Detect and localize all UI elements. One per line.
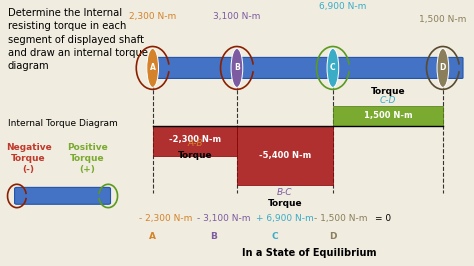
- Text: -5,400 N-m: -5,400 N-m: [259, 151, 311, 160]
- Text: In a State of Equilibrium: In a State of Equilibrium: [242, 248, 377, 257]
- Text: A: A: [150, 63, 155, 72]
- Text: Negative
Torque
(-): Negative Torque (-): [6, 143, 52, 174]
- Bar: [153, 126, 237, 156]
- Text: 3,100 N-m: 3,100 N-m: [213, 12, 261, 21]
- Text: B: B: [234, 63, 240, 72]
- Ellipse shape: [437, 48, 449, 88]
- Text: - 2,300 N-m: - 2,300 N-m: [138, 214, 192, 223]
- Text: 1,500 N-m: 1,500 N-m: [364, 111, 412, 120]
- Ellipse shape: [231, 48, 243, 88]
- Text: C: C: [271, 232, 278, 241]
- Text: - 1,500 N-m: - 1,500 N-m: [314, 214, 368, 223]
- Text: A: A: [149, 232, 156, 241]
- Ellipse shape: [147, 48, 158, 88]
- Bar: [333, 106, 443, 126]
- FancyBboxPatch shape: [15, 187, 110, 204]
- Text: C-D: C-D: [380, 96, 396, 105]
- FancyBboxPatch shape: [151, 57, 463, 78]
- Text: 2,300 N-m: 2,300 N-m: [129, 12, 176, 21]
- Text: = 0: = 0: [375, 214, 391, 223]
- Text: B: B: [210, 232, 217, 241]
- Text: Internal Torque Diagram: Internal Torque Diagram: [8, 119, 117, 128]
- Text: Torque: Torque: [371, 87, 405, 96]
- Text: + 6,900 N-m: + 6,900 N-m: [255, 214, 313, 223]
- Text: Torque: Torque: [268, 199, 302, 207]
- Text: Torque: Torque: [177, 151, 212, 160]
- Ellipse shape: [327, 48, 339, 88]
- Text: D: D: [440, 63, 446, 72]
- Bar: [237, 126, 333, 185]
- Text: 1,500 N-m: 1,500 N-m: [419, 15, 466, 24]
- Text: Determine the Internal
resisting torque in each
segment of displayed shaft
and d: Determine the Internal resisting torque …: [8, 8, 147, 71]
- Text: D: D: [329, 232, 337, 241]
- Text: - 3,100 N-m: - 3,100 N-m: [197, 214, 251, 223]
- Text: A-B: A-B: [187, 139, 202, 148]
- Text: -2,300 N-m: -2,300 N-m: [169, 135, 221, 144]
- Text: C: C: [330, 63, 336, 72]
- Text: 6,900 N-m: 6,900 N-m: [319, 2, 366, 11]
- Text: Positive
Torque
(+): Positive Torque (+): [67, 143, 108, 174]
- Text: B-C: B-C: [277, 188, 292, 197]
